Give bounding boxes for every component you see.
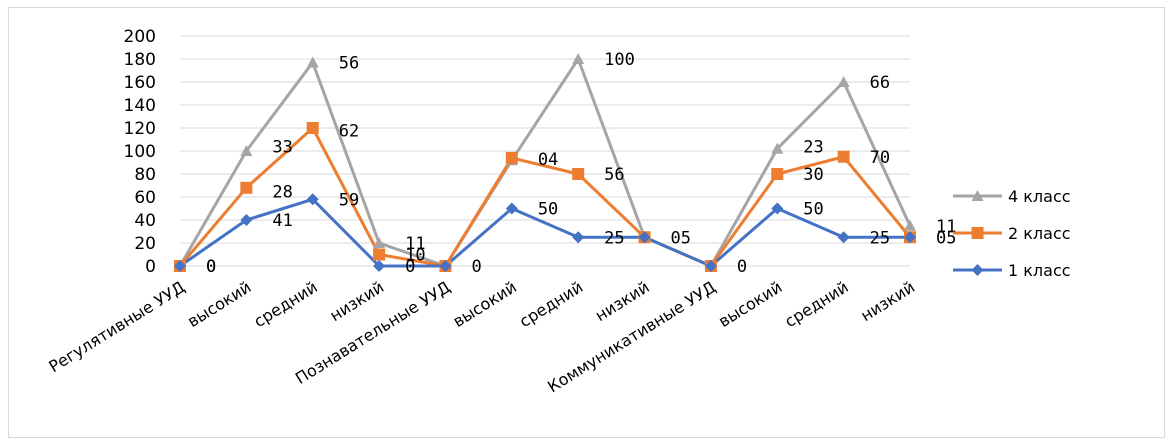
data-label: 100 [604,50,635,70]
data-label: 28 [272,182,292,202]
data-label: 11 [936,217,956,237]
data-point [373,248,386,261]
data-label: 25 [870,228,890,248]
data-point [373,260,386,272]
data-label: 0 [737,257,747,277]
series-lines [178,57,912,268]
data-point [904,231,916,244]
data-label: 04 [538,150,558,170]
y-tick-label: 160 [124,73,156,93]
legend-marker [971,227,984,239]
y-tick-label: 200 [124,27,156,47]
data-label: 62 [339,121,359,141]
y-tick-label: 120 [124,119,156,139]
series-line [179,197,910,268]
data-point [306,56,319,68]
data-label: 05 [671,228,691,248]
data-label: 0 [206,257,216,277]
data-point [306,193,319,206]
data-label: 0 [206,257,216,277]
legend-label: 4 класс [1008,187,1071,206]
data-point [505,202,518,215]
data-point [638,231,651,244]
data-point [505,151,518,164]
data-label: 0 [471,257,481,277]
data-point [572,231,585,244]
x-tick-label: средний [250,277,320,331]
data-label: 11 [405,234,425,254]
y-tick-label: 20 [134,234,156,254]
data-label: 23 [803,137,823,157]
data-label: 10 [405,246,425,266]
data-point [240,145,253,156]
data-point [572,168,585,180]
data-point [240,214,253,226]
y-tick-label: 0 [145,257,156,277]
legend-label: 1 класс [1008,261,1071,280]
data-label: 70 [870,148,890,168]
legend-marker [971,264,984,276]
data-point [771,142,784,154]
data-label: 56 [604,165,624,185]
x-tick-label: средний [516,277,586,331]
data-label: 05 [936,228,956,248]
legend: 4 класс 2 класс 1 класс [953,187,1071,280]
series-line [178,57,912,268]
y-axis: 0 20 40 60 80 100 120 140 160 180 200 [124,27,156,277]
data-label: 50 [803,200,823,220]
data-label: 33 [272,137,292,157]
data-point [904,219,916,231]
y-tick-label: 180 [124,50,156,70]
data-point [174,260,186,272]
y-tick-label: 140 [124,96,156,116]
gridlines [180,35,910,267]
data-label: 59 [339,190,359,210]
y-tick-label: 60 [134,188,156,208]
series-markers [174,53,916,272]
data-point [837,150,850,163]
data-label: 50 [538,200,558,220]
data-point [771,202,784,215]
data-label: 41 [272,211,292,231]
data-point [439,260,452,272]
data-point [771,168,784,180]
data-point [373,237,386,248]
data-point [572,53,585,64]
x-tick-label: Регулятивные УУД [45,277,188,376]
data-label: 30 [803,165,823,185]
series-line [178,126,912,268]
data-point [837,231,850,244]
legend-marker [971,190,984,201]
data-point [837,76,850,87]
data-point [240,181,253,194]
x-tick-label: высокий [715,277,785,331]
data-point [704,260,717,272]
y-tick-label: 80 [134,165,156,185]
y-tick-label: 40 [134,211,156,231]
x-tick-label: высокий [450,277,520,331]
data-label: 25 [604,228,624,248]
legend-label: 2 класс [1008,224,1071,243]
data-label: 66 [870,73,890,93]
data-point [306,122,319,134]
data-label: 0 [405,257,415,277]
x-tick-label: высокий [184,277,254,331]
x-tick-label: средний [781,277,851,331]
data-label: 56 [339,53,359,73]
x-tick-label: низкий [857,277,918,325]
y-tick-label: 100 [124,142,156,162]
